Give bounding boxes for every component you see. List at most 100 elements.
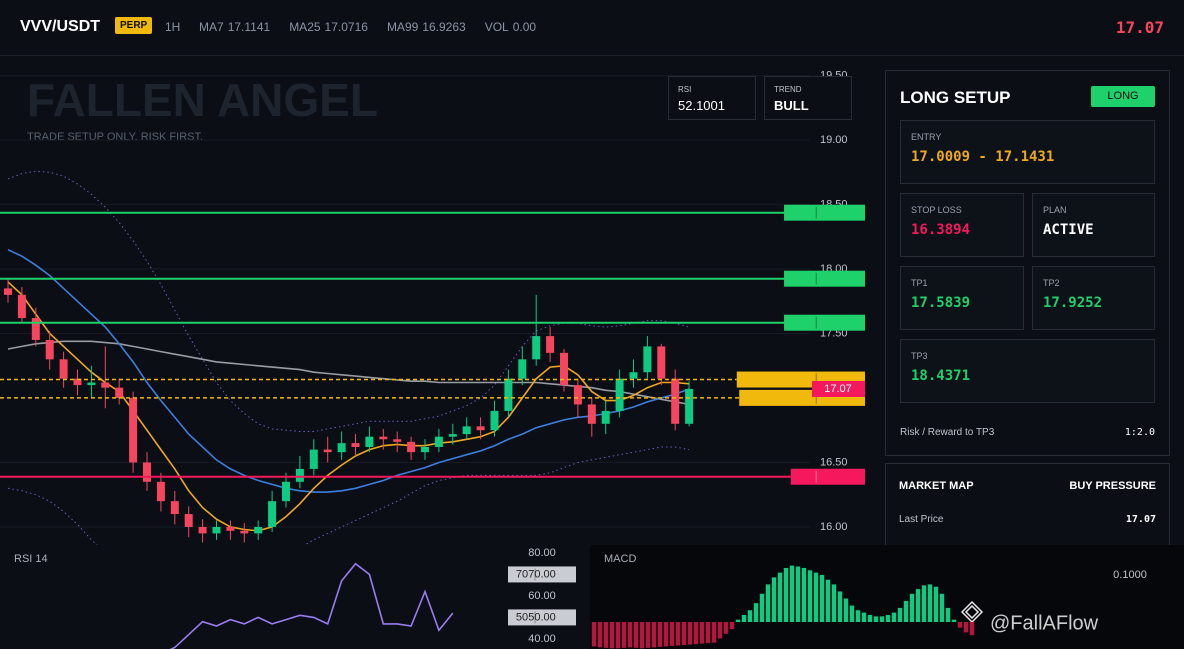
card-label: TP1: [911, 278, 928, 288]
row-value: 17.07: [1125, 514, 1156, 525]
indicator-name: MA7: [199, 20, 224, 34]
histogram-bar: [687, 622, 693, 645]
candle-body: [45, 339, 54, 360]
histogram-bar: [873, 616, 879, 623]
histogram-bar: [609, 622, 615, 649]
candle-body: [629, 372, 638, 379]
histogram-bar: [933, 586, 939, 623]
candle-body: [462, 426, 471, 435]
candle-body: [421, 447, 429, 453]
candle-body: [87, 382, 96, 386]
histogram-bar: [945, 607, 951, 623]
histogram-bar: [855, 610, 861, 623]
histogram-bar: [951, 619, 957, 623]
histogram-bar: [777, 572, 783, 623]
candle-body: [156, 481, 165, 502]
indicator: MA25 17.0716: [289, 20, 368, 34]
card-label: TP3: [911, 351, 928, 361]
candle-body: [671, 378, 680, 424]
candle-body: [615, 378, 624, 411]
indicator-charts: RSI 14 70 50 80.00 70.00 60.00 50.00 40.00 MACD 0…: [0, 545, 1184, 649]
indicator: VOL 0.00: [485, 20, 536, 34]
chart-title: MACD: [604, 553, 636, 565]
histogram-bar: [819, 574, 825, 623]
stat-box: TREND BULL: [764, 76, 852, 120]
histogram-bar: [909, 593, 915, 623]
interval[interactable]: 1H: [165, 20, 181, 34]
stat-label: TREND: [774, 85, 802, 94]
card-label: STOP LOSS: [911, 205, 962, 215]
sl-card: STOP LOSS 16.3894: [900, 193, 1024, 257]
histogram-bar: [939, 593, 945, 623]
level-label: [784, 270, 865, 287]
risk-value: 1:2.0: [1124, 427, 1155, 438]
candle-body: [254, 526, 263, 534]
y-tick-label: 70.00: [528, 568, 556, 580]
indicator-name: MA99: [386, 20, 419, 34]
watermark-title: FALLEN ANGEL: [27, 74, 378, 126]
line: [7, 340, 690, 406]
stat-value: BULL: [774, 98, 809, 113]
line: [169, 562, 454, 649]
candle-body: [198, 526, 207, 534]
histogram-bar: [711, 622, 717, 643]
candle-body: [31, 318, 40, 340]
histogram-bar: [645, 622, 651, 648]
candle-body: [365, 436, 374, 447]
ref-label: 70: [516, 568, 528, 580]
price: 17.07: [1115, 18, 1164, 37]
plot-area: [0, 75, 810, 545]
candle-body: [601, 410, 610, 424]
indicator-name: MA25: [289, 20, 321, 34]
watermark-subtitle: TRADE SETUP ONLY. RISK FIRST.: [27, 131, 203, 143]
histogram-bar: [771, 577, 777, 623]
histogram-bar: [927, 584, 933, 623]
watermark: @FallAFlow: [990, 612, 1099, 634]
plot-area: [591, 565, 975, 649]
indicator: MA7 17.1141: [199, 20, 270, 34]
histogram-bar: [639, 622, 645, 649]
histogram-bar: [615, 622, 621, 649]
histogram-bar: [675, 622, 681, 646]
stat-value: 52.1001: [678, 98, 725, 113]
candle-body: [115, 387, 124, 398]
histogram-bar: [807, 570, 813, 623]
candle-body: [282, 481, 290, 502]
level-label: [784, 204, 865, 221]
histogram-bar: [801, 567, 807, 623]
stat-label: RSI: [678, 85, 692, 94]
histogram-bar: [591, 622, 597, 647]
header: VVV/USDT PERP 1H MA7 17.1141 MA25 17.0716 MA…: [0, 0, 1184, 56]
histogram-bar: [897, 607, 903, 623]
candle-body: [226, 526, 235, 531]
histogram-bar: [813, 572, 819, 623]
tp-card: TP1 17.5839: [900, 266, 1024, 330]
market-status: BUY PRESSURE: [1069, 480, 1156, 492]
chart-title: RSI 14: [14, 553, 48, 565]
ref-label: 50: [516, 611, 528, 623]
histogram-bar: [627, 622, 633, 648]
histogram-bar: [837, 591, 843, 623]
symbol: VVV/USDT: [20, 18, 101, 35]
candle-body: [407, 441, 416, 453]
ref-box: [508, 566, 576, 583]
histogram-bar: [831, 584, 837, 623]
histogram-bar: [651, 622, 657, 648]
histogram-bar: [699, 622, 705, 644]
line: [7, 446, 690, 545]
watermark-icon: [960, 600, 984, 624]
price-chart: FALLEN ANGEL TRADE SETUP ONLY. RISK FIRS…: [0, 70, 865, 545]
histogram-bar: [861, 612, 867, 623]
histogram-bar: [621, 622, 627, 648]
indicator-value: 16.9263: [422, 20, 466, 34]
market-title: MARKET MAP: [899, 480, 974, 492]
histogram-bar: [663, 622, 669, 647]
y-tick-label: 60.00: [528, 590, 556, 602]
candle-body: [59, 359, 68, 379]
candle-body: [657, 346, 666, 379]
histogram-bar: [915, 589, 921, 623]
plot-area: [169, 562, 454, 649]
candle-body: [184, 514, 193, 527]
line: [7, 248, 690, 493]
